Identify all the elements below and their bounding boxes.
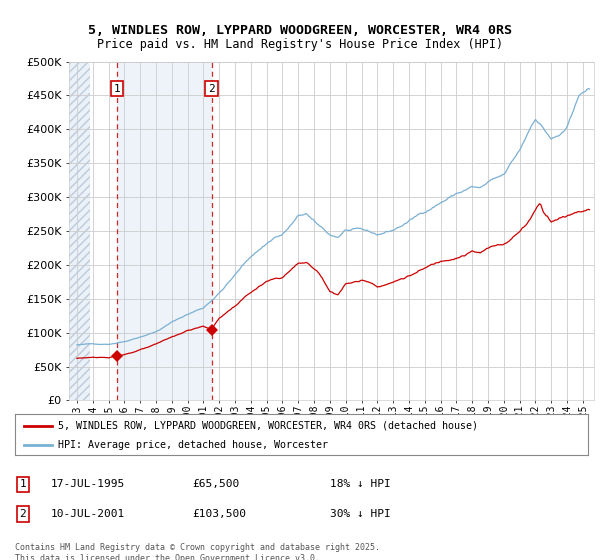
- Text: HPI: Average price, detached house, Worcester: HPI: Average price, detached house, Worc…: [58, 440, 328, 450]
- Text: 2: 2: [208, 83, 215, 94]
- Text: 1: 1: [19, 479, 26, 489]
- Text: £103,500: £103,500: [192, 509, 246, 519]
- Bar: [117, 62, 212, 400]
- Text: £65,500: £65,500: [192, 479, 239, 489]
- Text: 30% ↓ HPI: 30% ↓ HPI: [330, 509, 391, 519]
- Text: 5, WINDLES ROW, LYPPARD WOODGREEN, WORCESTER, WR4 0RS (detached house): 5, WINDLES ROW, LYPPARD WOODGREEN, WORCE…: [58, 421, 478, 431]
- Text: 18% ↓ HPI: 18% ↓ HPI: [330, 479, 391, 489]
- Text: 10-JUL-2001: 10-JUL-2001: [51, 509, 125, 519]
- Bar: [69, 62, 89, 400]
- Text: 17-JUL-1995: 17-JUL-1995: [51, 479, 125, 489]
- Text: 1: 1: [113, 83, 121, 94]
- Text: Price paid vs. HM Land Registry's House Price Index (HPI): Price paid vs. HM Land Registry's House …: [97, 38, 503, 50]
- Text: 5, WINDLES ROW, LYPPARD WOODGREEN, WORCESTER, WR4 0RS: 5, WINDLES ROW, LYPPARD WOODGREEN, WORCE…: [88, 24, 512, 36]
- Text: 2: 2: [19, 509, 26, 519]
- Text: Contains HM Land Registry data © Crown copyright and database right 2025.
This d: Contains HM Land Registry data © Crown c…: [15, 543, 380, 560]
